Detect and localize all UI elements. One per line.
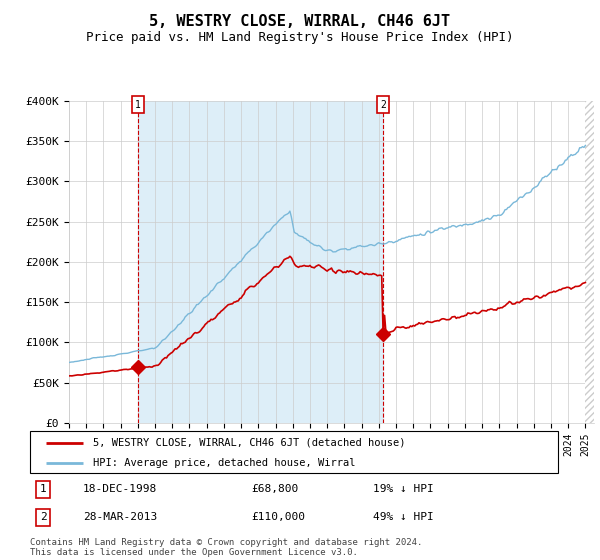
Text: 1: 1 — [135, 100, 141, 110]
Text: £110,000: £110,000 — [252, 512, 306, 522]
Text: 49% ↓ HPI: 49% ↓ HPI — [373, 512, 434, 522]
Text: Contains HM Land Registry data © Crown copyright and database right 2024.
This d: Contains HM Land Registry data © Crown c… — [30, 538, 422, 557]
Text: 2: 2 — [380, 100, 386, 110]
Bar — [586, 101, 594, 423]
FancyBboxPatch shape — [30, 431, 558, 473]
Bar — [138, 101, 383, 423]
Text: 28-MAR-2013: 28-MAR-2013 — [83, 512, 157, 522]
Bar — [586, 101, 594, 423]
Text: HPI: Average price, detached house, Wirral: HPI: Average price, detached house, Wirr… — [94, 458, 356, 468]
Text: 5, WESTRY CLOSE, WIRRAL, CH46 6JT (detached house): 5, WESTRY CLOSE, WIRRAL, CH46 6JT (detac… — [94, 438, 406, 448]
Text: Price paid vs. HM Land Registry's House Price Index (HPI): Price paid vs. HM Land Registry's House … — [86, 31, 514, 44]
Text: 19% ↓ HPI: 19% ↓ HPI — [373, 484, 434, 494]
Text: 18-DEC-1998: 18-DEC-1998 — [83, 484, 157, 494]
Text: 5, WESTRY CLOSE, WIRRAL, CH46 6JT: 5, WESTRY CLOSE, WIRRAL, CH46 6JT — [149, 14, 451, 29]
Text: 1: 1 — [40, 484, 47, 494]
Text: £68,800: £68,800 — [252, 484, 299, 494]
Text: 2: 2 — [40, 512, 47, 522]
